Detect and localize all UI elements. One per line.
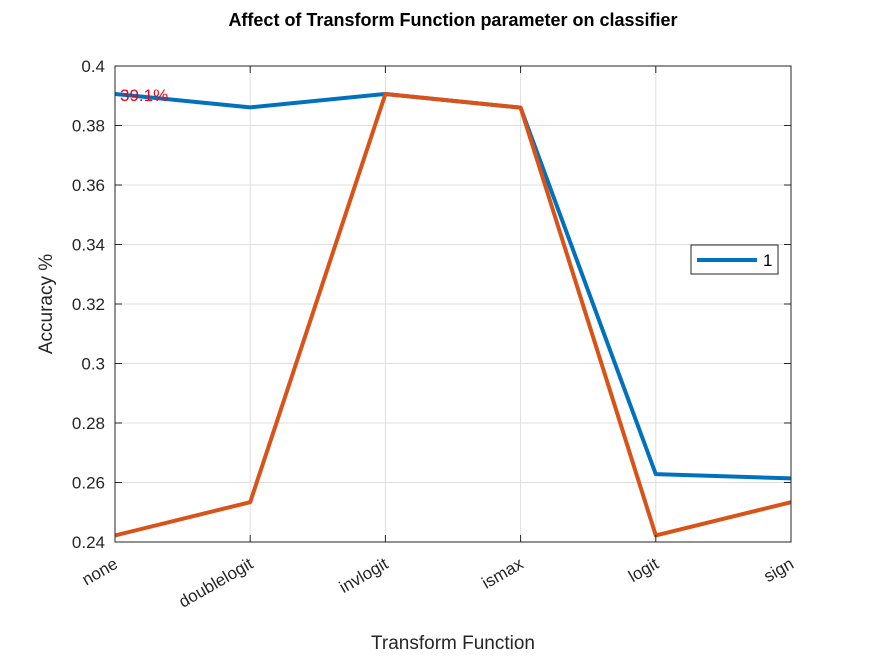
y-tick-label: 0.26 — [72, 474, 105, 493]
series-line-2 — [114, 91, 792, 538]
x-tick-label: logit — [625, 554, 662, 586]
y-tick-label: 0.36 — [72, 176, 105, 195]
y-tick-label: 0.4 — [81, 57, 105, 76]
x-axis-label: Transform Function — [371, 633, 535, 654]
x-tick-label: sign — [760, 554, 797, 586]
data-annotation: 39.1% — [120, 86, 168, 105]
y-tick-label: 0.24 — [72, 533, 105, 552]
plot-lines — [114, 91, 792, 538]
x-tick-label: doublelogit — [175, 554, 256, 612]
x-tick-label: ismax — [479, 554, 527, 593]
y-tick-label: 0.38 — [72, 117, 105, 136]
y-tick-label: 0.34 — [72, 236, 105, 255]
y-tick-label: 0.28 — [72, 414, 105, 433]
series-line-1 — [114, 91, 792, 481]
axes — [114, 65, 792, 543]
x-tick-label: invlogit — [336, 554, 392, 597]
chart-title: Affect of Transform Function parameter o… — [228, 10, 677, 30]
y-axis-label: Accuracy % — [36, 254, 57, 354]
y-tick-label: 0.32 — [72, 295, 105, 314]
grid — [114, 65, 792, 543]
y-tick-label: 0.3 — [81, 355, 105, 374]
legend: 1 — [690, 244, 779, 275]
legend-label-series-1: 1 — [763, 251, 772, 270]
x-tick-label: none — [79, 554, 121, 589]
